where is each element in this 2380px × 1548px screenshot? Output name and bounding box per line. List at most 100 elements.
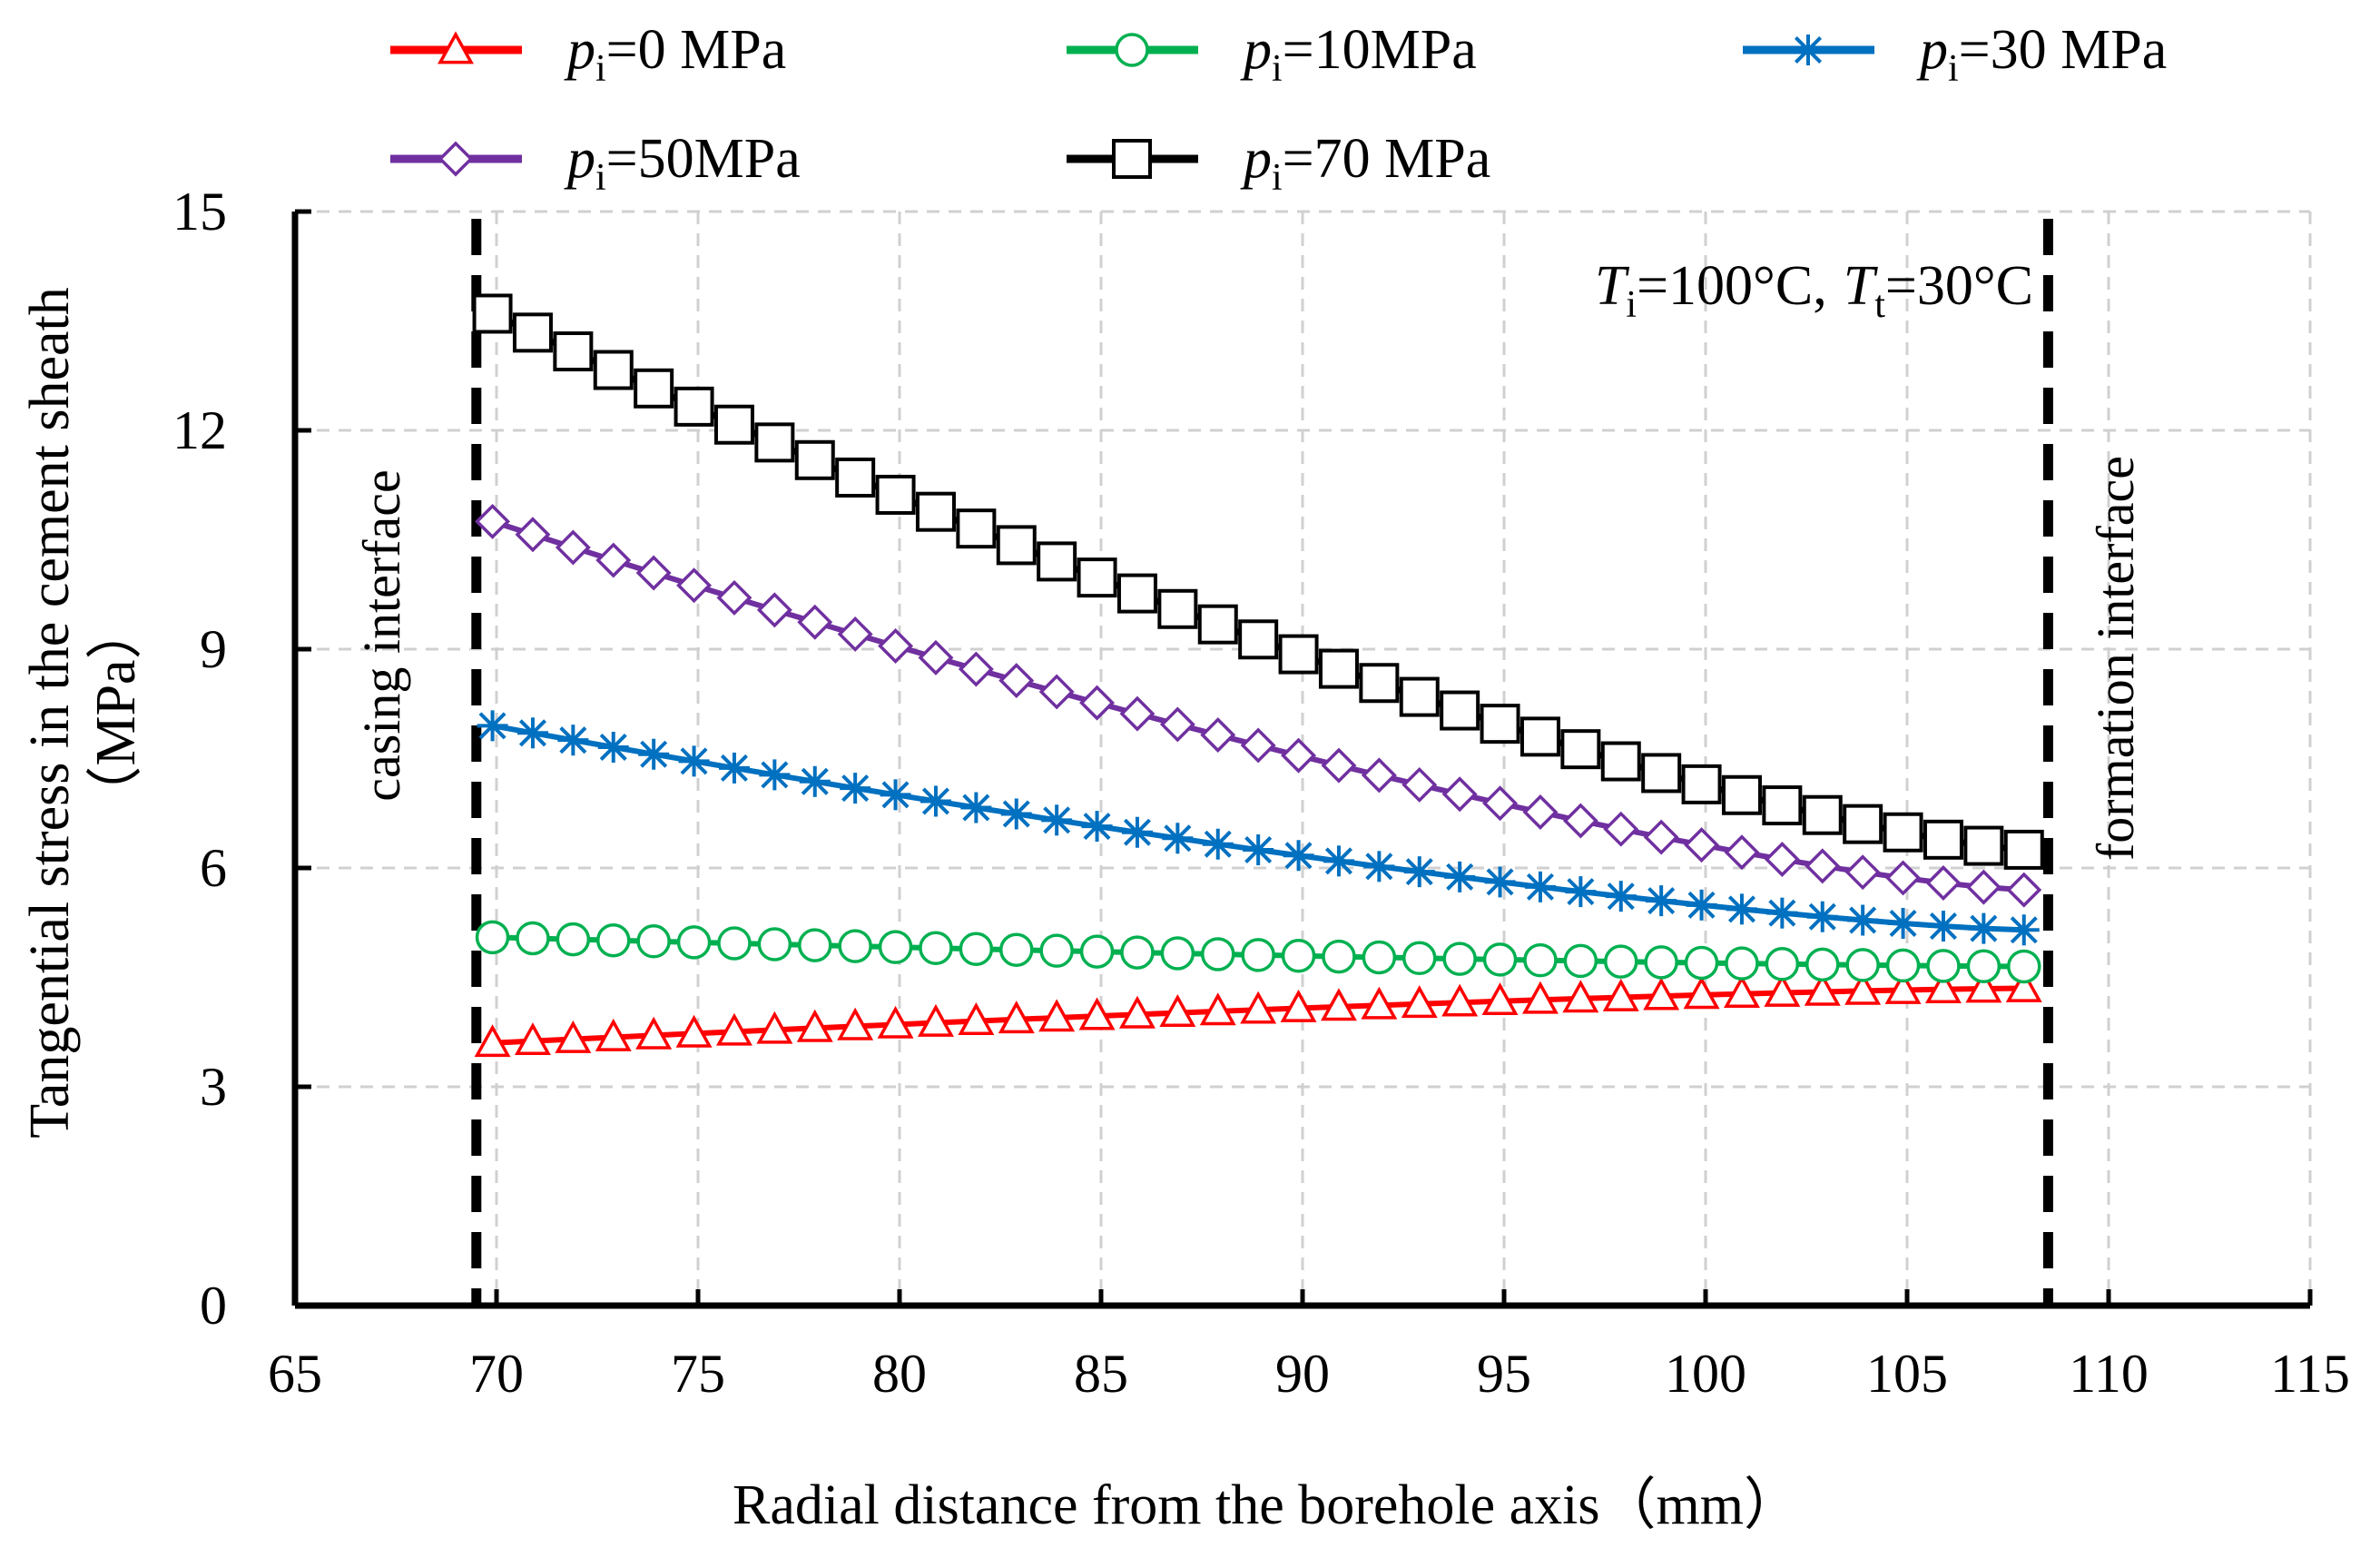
x-tick-label: 100 [1665,1344,1746,1404]
data-point [877,1005,914,1039]
data-point [1283,840,1314,872]
legend-label: pi=50MPa [564,128,801,199]
data-point [1762,785,1803,826]
data-point [1120,935,1155,970]
data-point [1804,972,1841,1006]
data-point [674,386,714,427]
data-point [878,628,914,664]
legend-swatch-marker [1115,33,1149,67]
data-point [1077,557,1117,598]
data-point [634,368,674,409]
legend-swatch-marker [1112,139,1152,179]
data-point [1199,992,1236,1026]
data-point [1480,704,1520,744]
data-point [1119,695,1156,732]
data-point [998,1001,1035,1034]
data-point [1441,776,1478,813]
data-point [1481,982,1519,1016]
data-point [1281,737,1317,774]
data-point [1401,766,1438,803]
data-point [1523,942,1558,978]
data-point [1116,573,1157,614]
data-point [880,779,911,811]
data-point [1926,949,1961,983]
data-point [516,717,548,749]
data-point [1966,949,2001,983]
data-point [557,725,589,756]
y-tick-label: 9 [200,619,227,679]
data-point [1359,663,1400,704]
data-point [1923,819,1963,860]
data-point [1924,971,1962,1004]
legend-entry-1: pi=10MPa [1067,19,1477,90]
data-point [1482,785,1519,822]
data-point [1201,937,1235,971]
data-point [1079,934,1115,969]
data-point [1805,848,1841,884]
data-point [553,331,594,372]
data-point [1038,999,1076,1032]
data-point [959,932,994,966]
tick-labels: 65 70 75 80 85 90 95 100 105 110 115 0 3 6 9 12 15 [172,182,2350,1404]
data-point [958,651,994,687]
data-point [516,921,550,956]
data-point [1159,706,1195,743]
data-point [676,925,712,960]
data-point [472,293,513,334]
data-point [1318,648,1359,689]
data-point [1519,716,1560,757]
data-point [956,508,997,549]
data-point [1603,811,1639,847]
data-point [1644,945,1678,980]
data-point [2005,969,2042,1002]
data-point [475,503,511,539]
data-point [1764,973,1801,1007]
legend-entry-0: pi=0 MPa [390,19,786,90]
data-point [1965,970,2002,1003]
data-point [1847,904,1879,936]
data-point [1883,812,1923,853]
data-point [1041,804,1073,836]
data-point [718,752,750,784]
data-point [1157,588,1198,629]
data-point [1565,876,1597,908]
y-tick-label: 15 [172,182,227,242]
data-point [1321,747,1357,784]
data-point [837,1007,874,1040]
x-tick-label: 70 [469,1344,524,1404]
data-point [1765,947,1800,981]
x-tick-label: 65 [268,1344,322,1404]
data-point [716,579,752,616]
data-point [678,745,710,777]
formation-interface-label: formation interface [2086,456,2145,861]
data-point [1562,803,1598,839]
data-point [1646,885,1677,917]
data-point [1885,948,1921,983]
data-point [1968,912,2000,944]
data-point [918,639,954,675]
series-layer [472,293,2044,1058]
data-point [1724,834,1760,871]
data-point [2006,872,2042,908]
series-4 [472,293,2044,870]
data-point [675,1014,713,1048]
legend-entry-3: pi=50MPa [390,128,801,199]
legend: pi=0 MPa pi=10MPa pi=30 MPa pi=50MPa pi=70 M… [390,19,2167,199]
data-point [1844,854,1881,891]
axes [291,209,2313,1309]
data-point [837,616,873,652]
data-point [1442,942,1477,976]
data-point [875,474,916,515]
data-point [1200,717,1236,754]
data-point [878,930,913,964]
data-point [1081,811,1113,843]
x-tick-label: 80 [872,1344,927,1404]
series-2 [477,710,2040,946]
data-point [713,404,754,445]
data-point [1441,983,1479,1017]
data-point [475,920,510,955]
interfaces [471,219,2053,1306]
x-tick-label: 95 [1477,1344,1531,1404]
data-point [1843,804,1883,844]
data-point [715,1012,752,1046]
